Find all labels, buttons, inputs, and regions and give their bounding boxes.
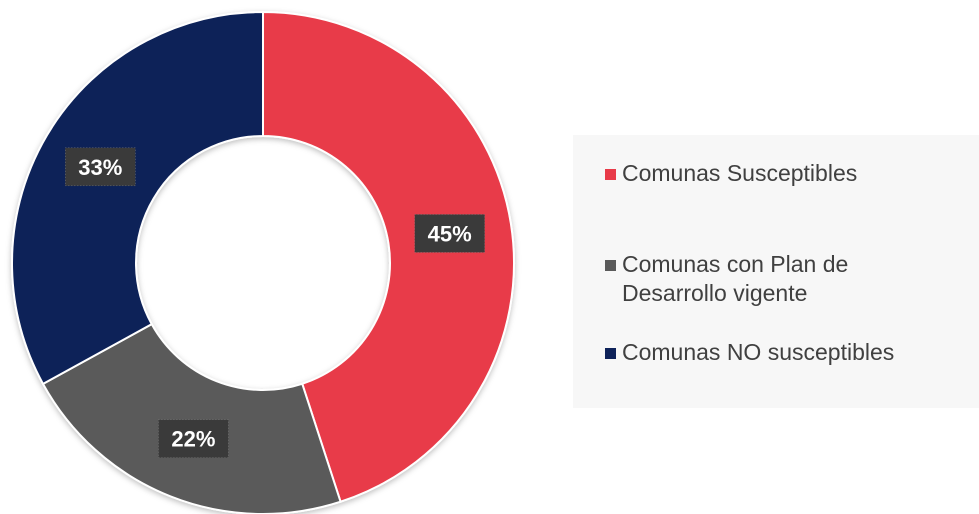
legend: Comunas Susceptibles Comunas con Plan de… (573, 135, 979, 408)
legend-label-line: Comunas NO susceptibles (622, 339, 895, 365)
slice-susceptibles (262, 10, 515, 503)
data-label-text: 45% (428, 221, 472, 246)
data-label-background (414, 214, 485, 253)
legend-label-line: Comunas Susceptibles (622, 160, 858, 186)
legend-label-line: Desarrollo vigente (622, 280, 808, 306)
legend-swatch-icon (605, 348, 616, 359)
legend-item-plan-desarrollo: Comunas con Plan de Desarrollo vigente (605, 250, 942, 308)
legend-label: Comunas con Plan de Desarrollo vigente (622, 250, 942, 308)
slice-plan-desarrollo (41, 322, 342, 514)
legend-label-line: Comunas con Plan de (622, 251, 849, 277)
data-label: 33% (65, 147, 136, 187)
data-labels: 45% 22% 33% (65, 147, 485, 458)
legend-label: Comunas Susceptibles (622, 159, 942, 188)
data-label: 45% (414, 214, 485, 253)
data-label-background (65, 147, 136, 187)
legend-item-no-susceptibles: Comunas NO susceptibles (605, 338, 942, 367)
data-label-text: 33% (78, 155, 122, 180)
legend-item-susceptibles: Comunas Susceptibles (605, 159, 942, 188)
data-label-background (158, 419, 229, 458)
slice-no-susceptibles (11, 10, 264, 386)
donut-chart: 45% 22% 33% (11, 10, 515, 514)
legend-swatch-icon (605, 169, 616, 180)
legend-label: Comunas NO susceptibles (622, 338, 942, 367)
donut-slices (11, 10, 515, 514)
data-label-text: 22% (171, 427, 215, 452)
legend-swatch-icon (605, 260, 616, 271)
data-label: 22% (158, 419, 229, 458)
